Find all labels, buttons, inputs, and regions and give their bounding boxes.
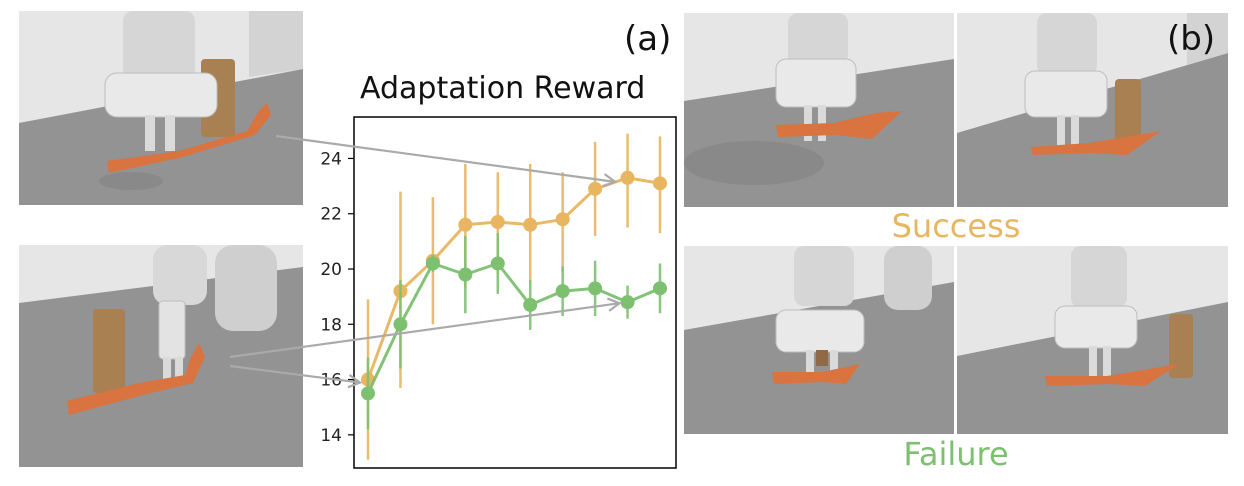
- data-point: [588, 281, 603, 296]
- chart-title: Adaptation Reward: [360, 71, 646, 106]
- panel-a-label: (a): [624, 19, 672, 59]
- connector-arrow: [229, 302, 620, 359]
- render-success-left: [684, 13, 954, 207]
- render-failure-left: [684, 246, 954, 434]
- arrow-head: [602, 173, 618, 188]
- data-point: [523, 217, 538, 232]
- data-point: [620, 170, 635, 185]
- y-tick-label: 20: [320, 260, 342, 280]
- render-success-right: [957, 13, 1228, 207]
- data-point: [555, 212, 570, 227]
- data-point: [490, 215, 505, 230]
- data-point: [653, 281, 667, 296]
- arrow-head: [607, 297, 622, 312]
- data-point: [361, 386, 375, 401]
- y-tick-label: 18: [320, 315, 342, 335]
- data-point: [588, 181, 603, 196]
- arrow-head: [347, 374, 363, 389]
- series-line: [366, 262, 661, 395]
- data-point: [393, 317, 408, 332]
- y-tick-label: 22: [320, 205, 342, 225]
- render-left-bottom: [19, 245, 303, 467]
- panel-b-label: (b): [1167, 19, 1216, 59]
- data-point: [458, 267, 473, 282]
- connector-arrow: [229, 364, 361, 384]
- y-tick-label: 16: [320, 371, 342, 391]
- y-tick-label: 14: [320, 426, 342, 446]
- data-point: [555, 284, 570, 299]
- y-tick-label: 24: [320, 149, 342, 169]
- success-label: Success: [891, 207, 1021, 245]
- data-point: [425, 256, 440, 271]
- data-point: [620, 295, 635, 310]
- render-failure-right: [957, 246, 1228, 434]
- data-point: [523, 297, 538, 312]
- render-left-top: [19, 11, 303, 205]
- failure-label: Failure: [903, 435, 1009, 473]
- data-point: [490, 256, 505, 271]
- connector-arrow: [275, 134, 616, 183]
- data-point: [458, 217, 473, 232]
- data-point: [653, 176, 667, 191]
